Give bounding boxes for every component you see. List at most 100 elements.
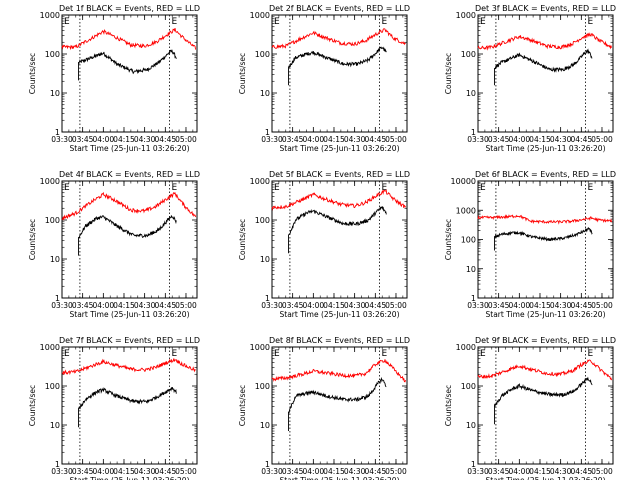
x-tick-label: 04:45 bbox=[365, 135, 387, 144]
x-tick-label: 03:45 bbox=[72, 301, 94, 310]
left-marker-label: E bbox=[64, 17, 70, 27]
x-tick-label: 04:45 bbox=[571, 467, 593, 476]
plot-title: Det 7f BLACK = Events, RED = LLD bbox=[59, 336, 200, 345]
x-tick-label: 04:00 bbox=[509, 467, 531, 476]
x-tick-label: 05:00 bbox=[385, 135, 407, 144]
y-tick-label: 1000 bbox=[250, 177, 270, 186]
x-axis-label: Start Time (25-Jun-11 03:26:20) bbox=[280, 476, 400, 480]
y-tick-label: 1 bbox=[55, 128, 60, 137]
y-tick-label: 1000 bbox=[456, 343, 476, 352]
x-tick-label: 03:45 bbox=[72, 135, 94, 144]
x-tick-label: 04:45 bbox=[155, 301, 177, 310]
y-tick-label: 1000 bbox=[40, 177, 60, 186]
x-tick-label: 03:45 bbox=[282, 467, 304, 476]
x-tick-label: 03:30 bbox=[261, 301, 283, 310]
y-tick-label: 10 bbox=[466, 89, 476, 98]
x-tick-label: 04:00 bbox=[93, 467, 115, 476]
y-tick-label: 1000 bbox=[456, 206, 476, 215]
x-axis-label: Start Time (25-Jun-11 03:26:20) bbox=[280, 310, 400, 319]
y-tick-label: 10 bbox=[260, 421, 270, 430]
x-tick-label: 05:00 bbox=[591, 135, 613, 144]
y-tick-label: 10 bbox=[466, 265, 476, 274]
y-tick-label: 10 bbox=[50, 89, 60, 98]
x-tick-label: 03:30 bbox=[467, 135, 489, 144]
x-tick-label: 04:15 bbox=[529, 467, 551, 476]
y-tick-label: 1 bbox=[471, 460, 476, 469]
plot-title: Det 3f BLACK = Events, RED = LLD bbox=[475, 4, 616, 13]
y-axis-label: Counts/sec bbox=[444, 53, 453, 94]
y-tick-label: 100 bbox=[45, 50, 60, 59]
x-axis-label: Start Time (25-Jun-11 03:26:20) bbox=[486, 310, 606, 319]
x-tick-label: 04:45 bbox=[365, 301, 387, 310]
y-tick-label: 100 bbox=[461, 236, 476, 245]
x-tick-label: 05:00 bbox=[175, 467, 197, 476]
x-tick-label: 04:30 bbox=[344, 301, 366, 310]
x-tick-label: 03:30 bbox=[261, 467, 283, 476]
event-marker-label: E bbox=[587, 349, 593, 359]
y-axis-label: Counts/sec bbox=[238, 385, 247, 426]
event-marker-label: E bbox=[587, 17, 593, 27]
x-tick-label: 05:00 bbox=[175, 301, 197, 310]
x-tick-label: 04:45 bbox=[571, 301, 593, 310]
det-plot-5: Det 5f BLACK = Events, RED = LLD 1 10 100 10… bbox=[238, 170, 410, 319]
y-axis-label: Counts/sec bbox=[238, 219, 247, 260]
x-axis-label: Start Time (25-Jun-11 03:26:20) bbox=[70, 476, 190, 480]
y-axis-label: Counts/sec bbox=[444, 385, 453, 426]
y-tick-label: 100 bbox=[255, 382, 270, 391]
x-tick-label: 04:30 bbox=[550, 135, 572, 144]
y-tick-label: 1 bbox=[55, 460, 60, 469]
det-plot-8: Det 8f BLACK = Events, RED = LLD 1 10 100 10… bbox=[238, 336, 410, 480]
plot-frame bbox=[271, 14, 408, 133]
events-series-line bbox=[78, 49, 177, 81]
y-tick-label: 1 bbox=[265, 460, 270, 469]
x-tick-label: 03:45 bbox=[282, 135, 304, 144]
lld-series-line bbox=[477, 214, 613, 225]
x-tick-label: 04:30 bbox=[550, 301, 572, 310]
plot-frame bbox=[61, 346, 198, 465]
x-tick-label: 04:15 bbox=[323, 301, 345, 310]
plot-title: Det 4f BLACK = Events, RED = LLD bbox=[59, 170, 200, 179]
x-tick-label: 03:30 bbox=[51, 301, 73, 310]
plot-frame bbox=[61, 14, 198, 133]
x-tick-label: 03:45 bbox=[488, 467, 510, 476]
x-axis-label: Start Time (25-Jun-11 03:26:20) bbox=[70, 310, 190, 319]
y-tick-label: 10000 bbox=[451, 177, 476, 186]
x-tick-label: 03:30 bbox=[467, 301, 489, 310]
x-tick-label: 04:15 bbox=[113, 301, 135, 310]
y-tick-label: 100 bbox=[255, 216, 270, 225]
lld-series-line bbox=[271, 189, 407, 211]
det-plot-2: Det 2f BLACK = Events, RED = LLD 1 10 100 10… bbox=[238, 4, 410, 153]
events-series-line bbox=[288, 205, 387, 254]
y-tick-label: 1 bbox=[55, 294, 60, 303]
event-marker-label: E bbox=[381, 183, 387, 193]
y-tick-label: 100 bbox=[461, 382, 476, 391]
x-tick-label: 04:15 bbox=[323, 467, 345, 476]
event-marker-label: E bbox=[171, 349, 177, 359]
y-tick-label: 10 bbox=[50, 255, 60, 264]
x-tick-label: 04:30 bbox=[550, 467, 572, 476]
y-tick-label: 10 bbox=[466, 421, 476, 430]
x-tick-label: 04:30 bbox=[344, 467, 366, 476]
y-axis-label: Counts/sec bbox=[28, 219, 37, 260]
lld-series-line bbox=[61, 27, 197, 51]
x-tick-label: 05:00 bbox=[175, 135, 197, 144]
lld-series-line bbox=[61, 358, 196, 376]
lld-series-line bbox=[271, 359, 407, 383]
x-tick-label: 04:45 bbox=[155, 467, 177, 476]
plot-frame bbox=[271, 180, 408, 299]
x-tick-label: 05:00 bbox=[591, 301, 613, 310]
y-axis-label: Counts/sec bbox=[28, 385, 37, 426]
left-marker-label: E bbox=[274, 349, 280, 359]
y-tick-label: 10 bbox=[50, 421, 60, 430]
x-tick-label: 05:00 bbox=[591, 467, 613, 476]
x-tick-label: 04:30 bbox=[134, 467, 156, 476]
x-tick-label: 04:30 bbox=[344, 135, 366, 144]
events-series-line bbox=[288, 376, 387, 431]
events-series-line bbox=[494, 376, 593, 425]
x-tick-label: 04:15 bbox=[323, 135, 345, 144]
plot-title: Det 6f BLACK = Events, RED = LLD bbox=[475, 170, 616, 179]
det-plot-9: Det 9f BLACK = Events, RED = LLD 1 10 100 10… bbox=[444, 336, 616, 480]
x-tick-label: 05:00 bbox=[385, 301, 407, 310]
left-marker-label: E bbox=[274, 183, 280, 193]
